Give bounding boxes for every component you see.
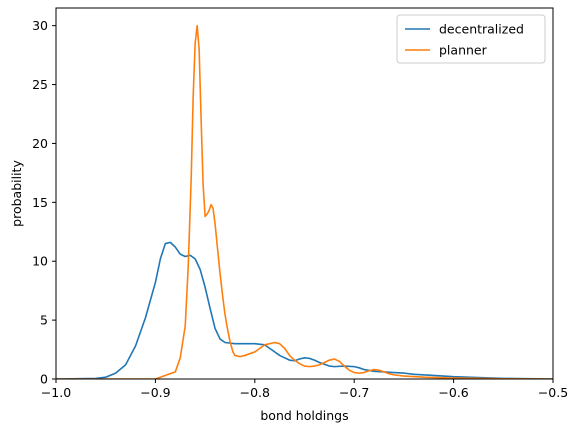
legend: decentralized planner [396, 14, 546, 64]
series-line-planner [56, 24, 553, 379]
y-tick-label: 30 [32, 18, 48, 33]
y-tick-label: 5 [40, 313, 48, 328]
y-tick-label: 10 [32, 254, 48, 269]
y-tick-label: 0 [40, 372, 48, 387]
axes: −1.0 −0.9 −0.8 −0.7 −0.6 −0.5 0 5 10 15 20 25 30 bond… [9, 7, 568, 423]
axes-frame [55, 7, 554, 380]
x-tick-label: −1.0 [41, 385, 71, 400]
y-axis-label: probability [9, 160, 24, 227]
legend-label-decentralized: decentralized [439, 22, 524, 37]
y-tick-label: 25 [32, 77, 48, 92]
legend-box [396, 14, 546, 64]
x-tick-label: −0.6 [438, 385, 468, 400]
x-tick-label: −0.7 [339, 385, 369, 400]
x-axis-label: bond holdings [260, 408, 348, 423]
x-tick-label: −0.8 [240, 385, 270, 400]
series-line-decentralized [56, 241, 553, 379]
y-tick-label: 15 [32, 195, 48, 210]
x-tick-label: −0.9 [140, 385, 170, 400]
y-tick-label: 20 [32, 136, 48, 151]
plot-area [56, 24, 553, 379]
x-tick-label: −0.5 [538, 385, 568, 400]
series-group [56, 24, 553, 379]
legend-label-planner: planner [439, 43, 488, 58]
